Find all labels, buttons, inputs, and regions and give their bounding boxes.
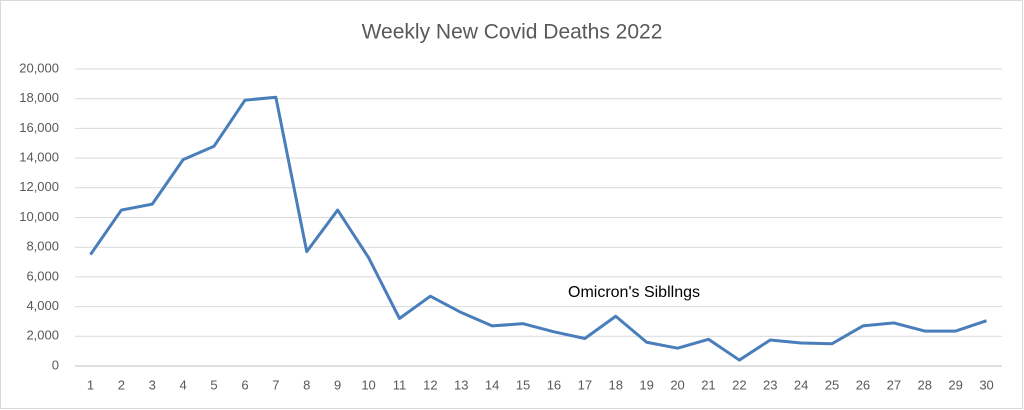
x-tick-label: 27 [887,377,901,392]
chart-title: Weekly New Covid Deaths 2022 [362,21,663,44]
x-tick-label: 13 [454,377,468,392]
y-tick-label: 16,000 [19,120,59,135]
x-tick-label: 17 [578,377,592,392]
x-tick-label: 6 [241,377,248,392]
y-tick-label: 4,000 [26,298,59,313]
x-tick-label: 30 [979,377,993,392]
x-tick-label: 28 [918,377,932,392]
x-tick-label: 14 [485,377,499,392]
x-tick-label: 18 [609,377,623,392]
y-tick-label: 14,000 [19,150,59,165]
y-tick-label: 0 [52,357,59,372]
x-tick-label: 8 [303,377,310,392]
y-tick-label: 18,000 [19,90,59,105]
x-tick-label: 2 [118,377,125,392]
data-line [89,95,988,362]
x-tick-label: 11 [393,377,407,392]
x-tick-label: 12 [423,377,437,392]
x-tick-label: 5 [210,377,217,392]
x-tick-label: 4 [180,377,187,392]
y-tick-label: 6,000 [26,268,59,283]
y-tick-label: 2,000 [26,328,59,343]
x-tick-label: 20 [670,377,684,392]
x-tick-label: 19 [639,377,653,392]
x-tick-label: 23 [763,377,777,392]
y-tick-label: 10,000 [19,209,59,224]
annotation: Omicron's Sibllngs [568,284,700,301]
x-tick-label: 3 [149,377,156,392]
x-tick-label: 25 [825,377,839,392]
x-tick-label: 7 [272,377,279,392]
x-tick-label: 26 [856,377,870,392]
y-tick-label: 8,000 [26,239,59,254]
x-tick-label: 16 [547,377,561,392]
x-tick-label: 29 [948,377,962,392]
x-tick-label: 1 [87,377,94,392]
x-tick-label: 22 [732,377,746,392]
x-tick-label: 10 [361,377,375,392]
y-tick-label: 20,000 [19,60,59,75]
x-tick-label: 21 [701,377,715,392]
x-tick-label: 9 [334,377,341,392]
x-tick-label: 24 [794,377,808,392]
y-tick-label: 12,000 [19,179,59,194]
x-tick-label: 15 [516,377,530,392]
